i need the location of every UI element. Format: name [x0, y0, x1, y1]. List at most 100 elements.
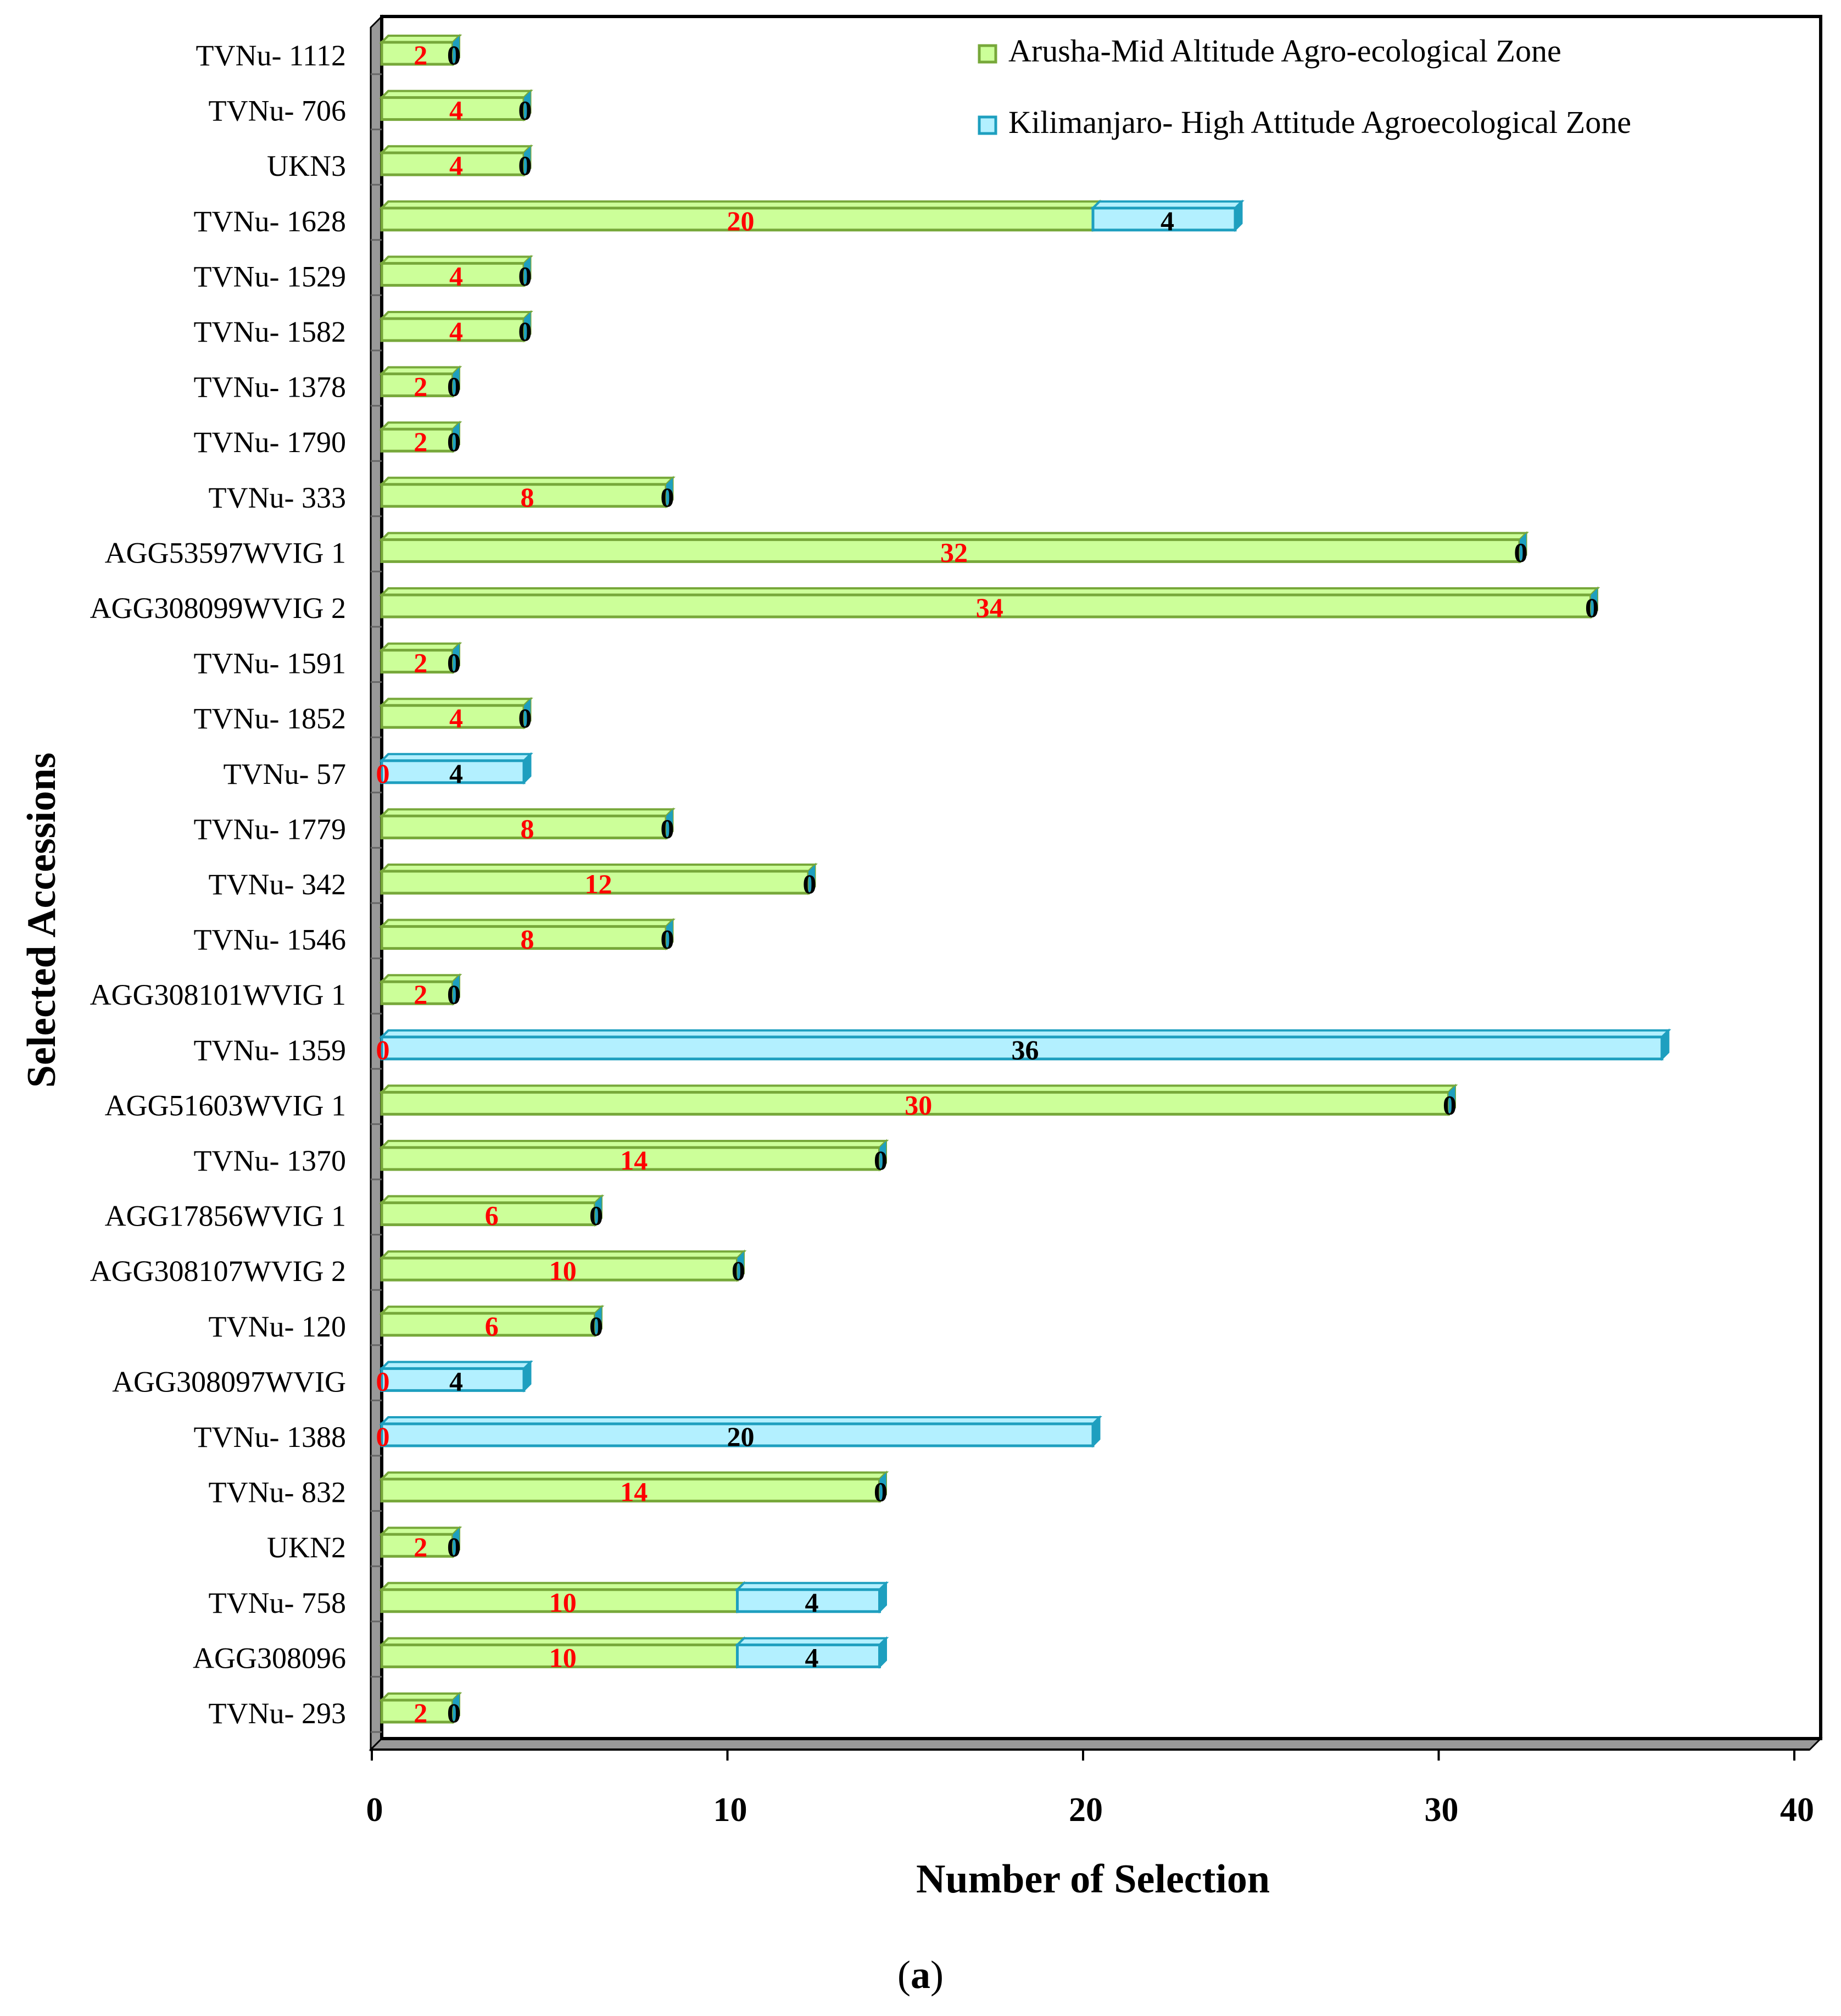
bar-kilimanjaro	[734, 1581, 889, 1614]
bar-face	[380, 1533, 454, 1558]
bar-kilimanjaro-cap	[453, 975, 460, 1004]
data-label-arusha: 14	[620, 1477, 648, 1507]
x-axis-title: Number of Selection	[916, 1857, 1270, 1902]
y-tick-label: TVNu- 1591	[194, 647, 346, 680]
data-label-kilimanjaro: 4	[449, 1366, 463, 1396]
bar-kilimanjaro-cap	[666, 477, 673, 506]
data-label-kilimanjaro: 0	[518, 703, 532, 733]
y-tick-label: TVNu- 57	[224, 758, 346, 790]
data-label-arusha: 4	[449, 316, 463, 347]
bar-kilimanjaro-cap	[453, 643, 460, 672]
legend: Arusha-Mid Altitude Agro-ecological Zone…	[978, 33, 1631, 140]
data-label-kilimanjaro: 0	[518, 95, 532, 126]
bar-face	[380, 1312, 596, 1337]
y-tick-label: TVNu- 1359	[194, 1034, 346, 1067]
bar-kilimanjaro	[379, 752, 533, 785]
y-tick-label: TVNu- 293	[209, 1697, 346, 1730]
bar-face	[380, 538, 1521, 563]
y-tick-label: TVNu- 120	[209, 1310, 346, 1343]
bar-face	[380, 427, 454, 453]
data-label-kilimanjaro: 0	[447, 1697, 461, 1728]
bar-face	[380, 870, 810, 895]
y-tick-label: TVNu- 1779	[194, 812, 346, 845]
y-tick-label: AGG308101WVIG 1	[90, 978, 346, 1011]
y-axis-title: Selected Accessions	[19, 753, 64, 1088]
bar-kilimanjaro-cap	[595, 1306, 602, 1335]
bar-kilimanjaro	[734, 1636, 889, 1669]
y-tick-label: AGG308099WVIG 2	[90, 592, 346, 625]
y-tick-label: TVNu- 1112	[196, 39, 346, 72]
data-label-arusha: 8	[521, 813, 534, 844]
bar-kilimanjaro-cap	[453, 367, 460, 396]
y-tick-label: TVNu- 1529	[194, 260, 346, 293]
bar-kilimanjaro	[1090, 199, 1245, 232]
data-label-arusha: 0	[376, 1421, 390, 1452]
bar-kilimanjaro-cap	[524, 699, 531, 728]
y-tick-label: AGG51603WVIG 1	[105, 1089, 346, 1122]
y-tick-label: UKN3	[267, 149, 346, 182]
data-label-kilimanjaro: 4	[805, 1642, 819, 1673]
data-label-kilimanjaro: 0	[803, 868, 817, 899]
bar-face	[380, 1367, 526, 1392]
y-tick-label: TVNu- 1582	[194, 315, 346, 348]
y-tick-label: TVNu- 1370	[194, 1144, 346, 1177]
data-label-kilimanjaro: 4	[805, 1587, 819, 1618]
y-tick-label: AGG17856WVIG 1	[105, 1200, 346, 1233]
bar-kilimanjaro-cap	[879, 1141, 886, 1169]
bar-arusha	[379, 697, 533, 729]
data-label-arusha: 14	[620, 1145, 648, 1176]
x-tick-label: 0	[366, 1791, 383, 1829]
legend-swatch-kilimanjaro	[978, 115, 997, 135]
bar-kilimanjaro	[379, 1415, 1102, 1448]
bar-kilimanjaro-cap	[453, 1694, 460, 1722]
legend-swatch-arusha	[978, 44, 997, 64]
legend-label-arusha: Arusha-Mid Altitude Agro-ecological Zone	[1008, 33, 1561, 69]
bar-kilimanjaro	[379, 1028, 1671, 1061]
bar-face	[380, 759, 526, 784]
bar-face	[380, 814, 668, 839]
data-label-kilimanjaro: 0	[874, 1477, 888, 1507]
data-label-kilimanjaro: 20	[727, 1421, 755, 1452]
y-tick-label: TVNu- 1790	[194, 426, 346, 459]
bar-kilimanjaro-cap	[666, 809, 673, 838]
data-label-kilimanjaro: 0	[661, 482, 674, 513]
data-label-arusha: 8	[521, 924, 534, 955]
bar-face	[380, 1588, 739, 1613]
bar-kilimanjaro-cap	[879, 1472, 886, 1501]
data-labels: 2 04 04 020 44 04 02 02 08 032 034 02 04 00 48 012 08 02 0…	[376, 40, 1599, 1728]
data-label-kilimanjaro: 36	[1012, 1034, 1039, 1065]
data-label-kilimanjaro: 0	[732, 1255, 745, 1286]
bar-face	[380, 96, 526, 121]
bar-face	[380, 925, 668, 950]
bars	[379, 34, 1671, 1724]
data-label-kilimanjaro: 0	[589, 1311, 603, 1341]
bar-face	[380, 372, 454, 398]
bar-arusha	[379, 1636, 747, 1669]
data-label-arusha: 4	[449, 260, 463, 291]
panel-caption: (a)	[897, 1953, 944, 1997]
x-tick-label: 30	[1425, 1791, 1459, 1829]
bar-kilimanjaro-cap	[808, 865, 815, 893]
y-tick-label: AGG308107WVIG 2	[90, 1255, 346, 1288]
bar-face	[380, 317, 526, 342]
data-label-arusha: 10	[549, 1255, 577, 1286]
y-tick-label: TVNu- 333	[209, 481, 346, 514]
y-tick-label: TVNu- 832	[209, 1476, 346, 1509]
bar-kilimanjaro-cap	[1448, 1085, 1455, 1115]
data-label-arusha: 2	[414, 371, 427, 402]
x-tick-label: 40	[1780, 1791, 1814, 1829]
y-tick-label: UKN2	[267, 1531, 346, 1564]
data-label-kilimanjaro: 0	[874, 1145, 888, 1176]
x-tick-labels: 0 10 20 30 40	[366, 1750, 1814, 1829]
data-label-arusha: 2	[414, 1532, 427, 1562]
bar-face	[1091, 207, 1237, 232]
bar-kilimanjaro-cap	[453, 422, 460, 452]
bar-arusha	[379, 862, 818, 895]
data-label-kilimanjaro: 0	[518, 316, 532, 347]
y-tick-label: AGG308096	[193, 1641, 346, 1674]
data-label-arusha: 10	[549, 1642, 577, 1673]
bar-face	[380, 1422, 1095, 1447]
data-label-arusha: 12	[585, 868, 612, 899]
bar-face	[380, 704, 526, 729]
